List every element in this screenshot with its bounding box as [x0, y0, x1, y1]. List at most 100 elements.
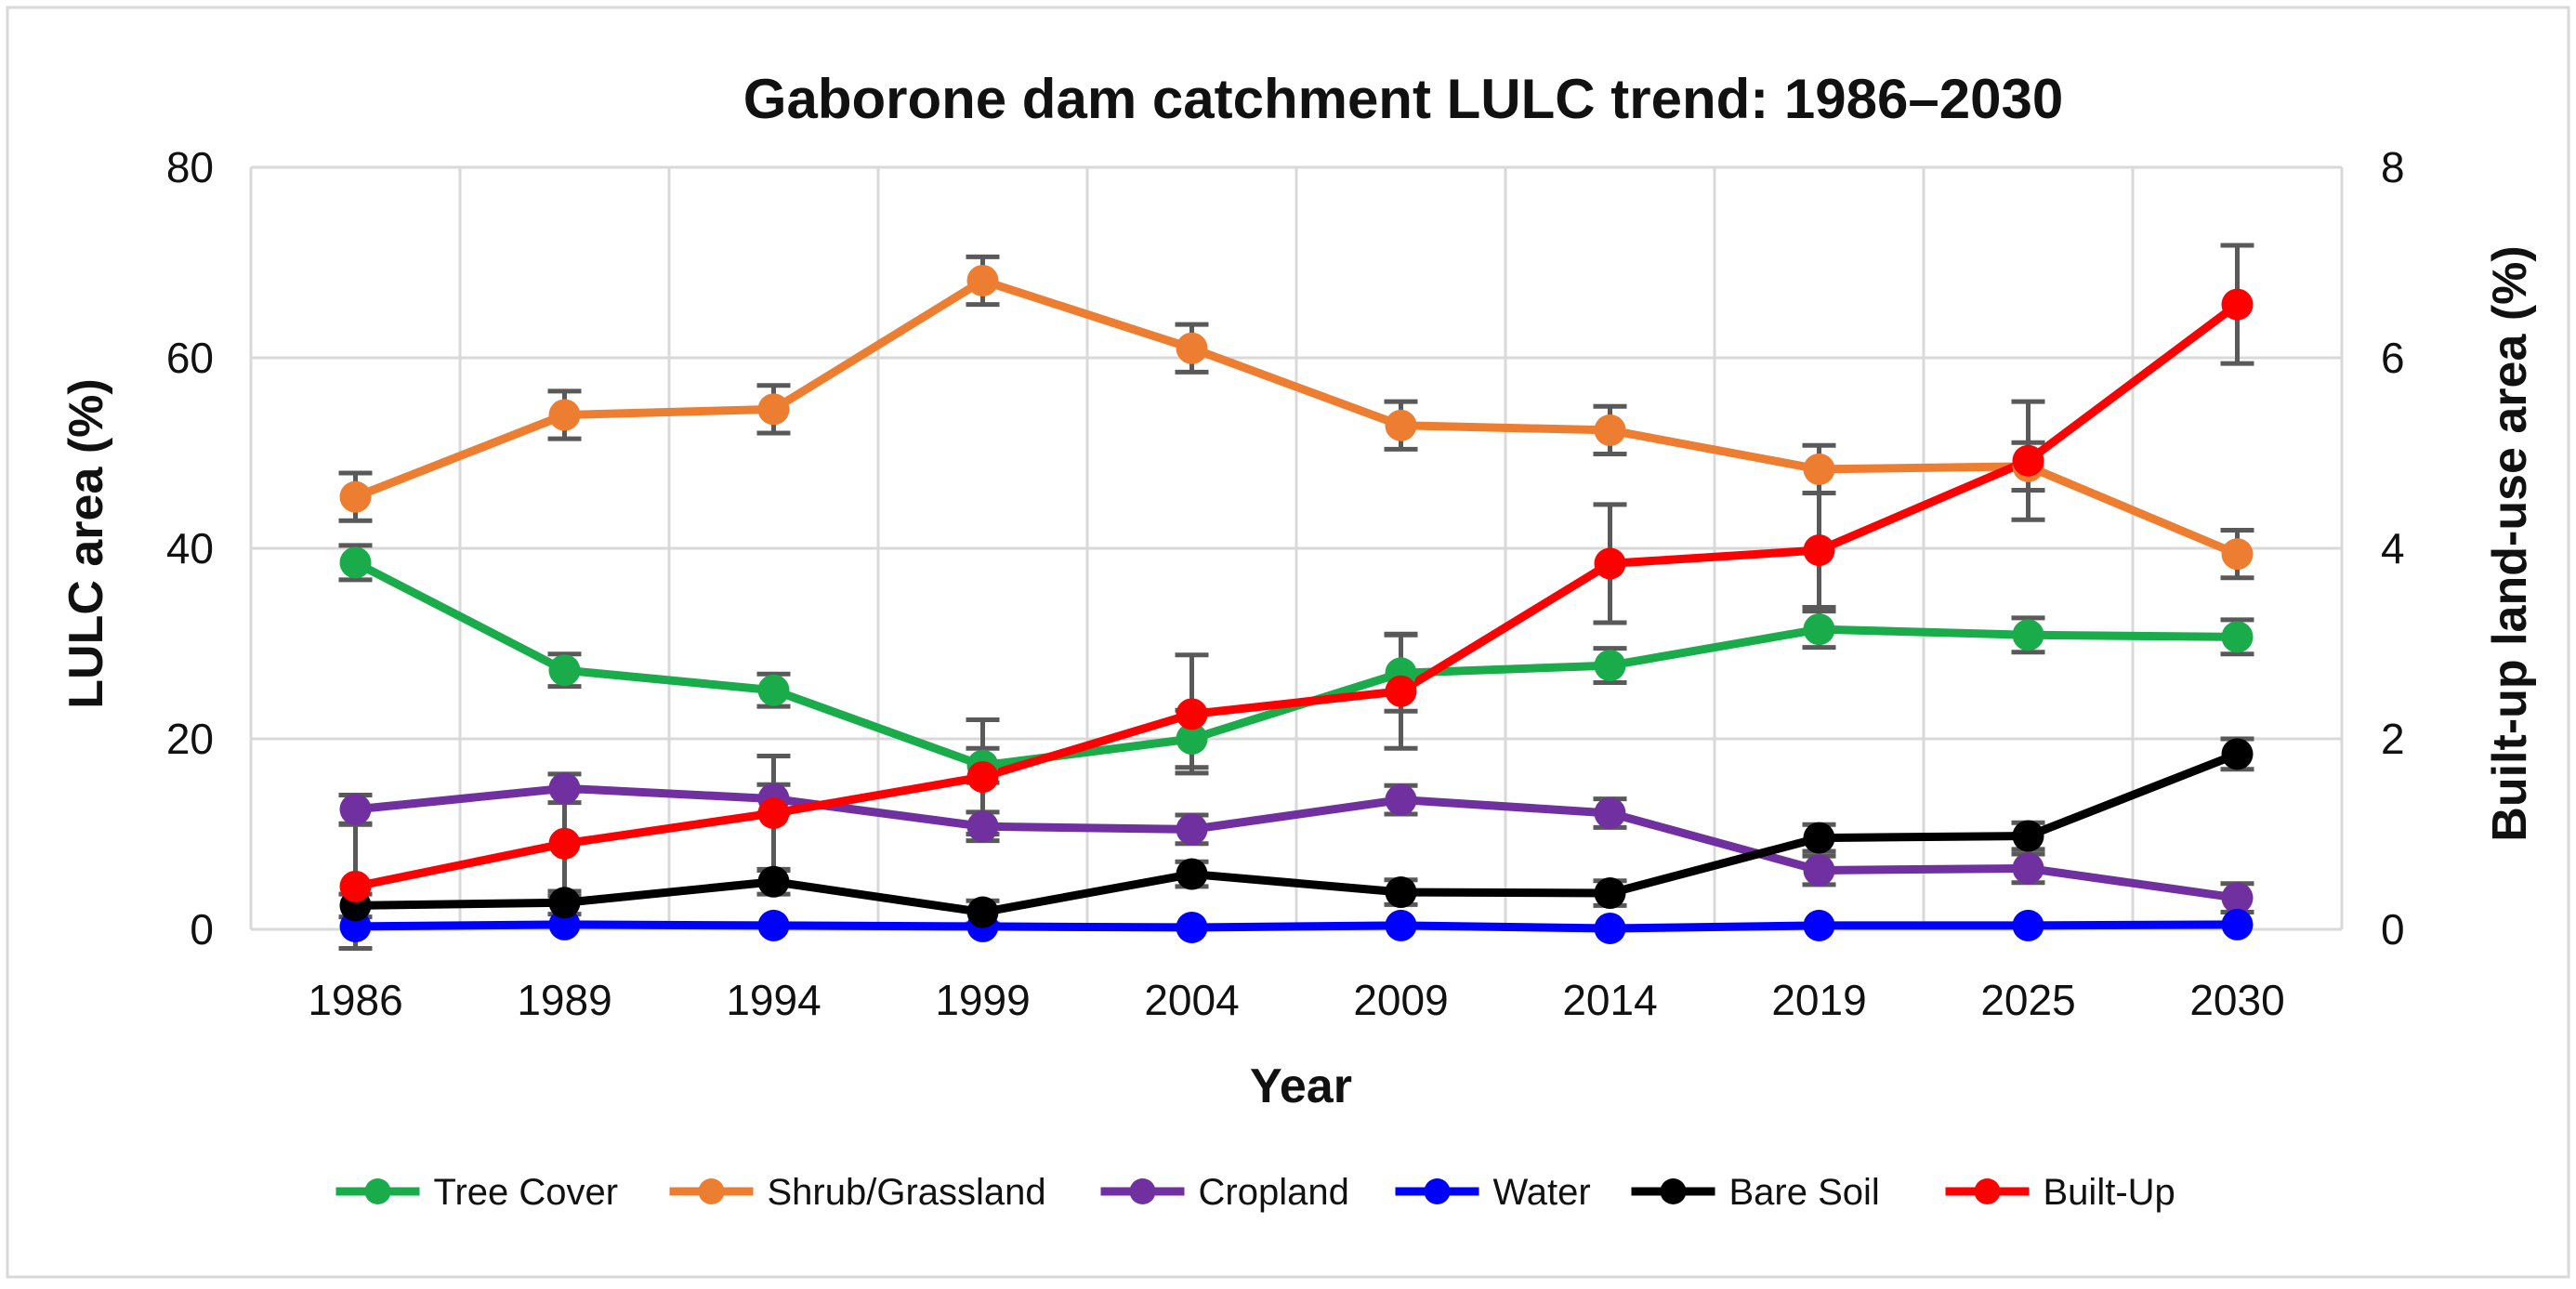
data-point-shrub-grassland [2221, 538, 2254, 571]
data-point-tree-cover [1176, 723, 1208, 755]
data-point-cropland [339, 793, 372, 825]
data-point-tree-cover [2221, 621, 2254, 653]
data-point-cropland [1803, 854, 1835, 887]
legend-swatch-marker-built-up [1974, 1178, 2001, 1204]
series-line-built-up [351, 300, 2241, 891]
legend: Tree Cover Shrub/Grassland Cropland Water Ba… [335, 1172, 2175, 1213]
data-point-water [1803, 909, 1835, 941]
legend-label-built-up: Built-Up [2044, 1172, 2175, 1213]
data-point-cropland [1176, 813, 1208, 846]
legend-swatch-marker-water [1424, 1178, 1451, 1204]
data-point-built-up [1176, 698, 1208, 730]
legend-swatch-marker-bare-soil [1660, 1178, 1687, 1204]
y-tick-label: 60 [166, 334, 214, 382]
data-point-built-up [1385, 675, 1417, 707]
data-point-tree-cover [548, 654, 581, 687]
data-point-shrub-grassland [1803, 453, 1835, 485]
legend-label-cropland: Cropland [1199, 1172, 1349, 1213]
legend-label-tree-cover: Tree Cover [434, 1172, 619, 1213]
data-point-bare-soil [1594, 877, 1626, 910]
x-tick-label: 2004 [1144, 976, 1239, 1024]
series-points [339, 264, 2254, 944]
x-tick-label: 2025 [1980, 976, 2075, 1024]
data-point-bare-soil [1176, 858, 1208, 890]
x-tick-label: 1986 [308, 976, 402, 1024]
legend-swatch-marker-tree-cover [364, 1178, 391, 1204]
x-tick-label: 1999 [935, 976, 1030, 1024]
y-tick-label: 0 [190, 905, 214, 954]
x-tick-label: 2009 [1353, 976, 1448, 1024]
y-axis-title: LULC area (%) [59, 378, 113, 708]
data-point-water [1176, 911, 1208, 943]
x-tick-label: 1989 [517, 976, 611, 1024]
data-point-built-up [2221, 288, 2254, 321]
legend-label-shrub-grassland: Shrub/Grassland [768, 1172, 1046, 1213]
y2-tick-label: 8 [2381, 143, 2405, 191]
data-point-bare-soil [548, 887, 581, 919]
data-point-bare-soil [1385, 876, 1417, 909]
data-point-shrub-grassland [966, 264, 999, 296]
data-point-tree-cover [339, 546, 372, 579]
data-point-built-up [1803, 534, 1835, 567]
data-point-shrub-grassland [339, 480, 372, 513]
y2-tick-label: 2 [2381, 715, 2405, 763]
data-point-shrub-grassland [1594, 414, 1626, 446]
data-point-built-up [966, 761, 999, 793]
x-tick-label: 2030 [2189, 976, 2284, 1024]
data-point-built-up [339, 870, 372, 902]
series-lines [351, 276, 2241, 933]
y2-axis-ticks: 0 2 4 6 8 [2381, 143, 2405, 954]
data-point-water [1594, 912, 1626, 944]
data-point-bare-soil [1803, 822, 1835, 854]
series-line-cropland [351, 783, 2241, 902]
data-point-cropland [1594, 796, 1626, 829]
data-point-built-up [548, 827, 581, 860]
data-point-water [2012, 909, 2044, 941]
chart-border [6, 6, 2570, 1279]
data-point-shrub-grassland [1176, 332, 1208, 364]
legend-label-bare-soil: Bare Soil [1729, 1172, 1880, 1213]
data-point-water [2221, 908, 2254, 940]
data-point-cropland [1385, 783, 1417, 816]
series-line-bare-soil [351, 749, 2241, 917]
data-point-bare-soil [2012, 820, 2044, 852]
data-point-tree-cover [2012, 619, 2044, 651]
data-point-shrub-grassland [548, 399, 581, 431]
data-point-cropland [2221, 882, 2254, 914]
y-tick-label: 80 [166, 143, 214, 191]
y2-axis-title: Built-up land-use area (%) [2483, 245, 2537, 841]
y-axis-ticks: 0 20 40 60 80 [166, 143, 214, 954]
data-point-tree-cover [1594, 650, 1626, 682]
y2-tick-label: 6 [2381, 334, 2405, 382]
y-tick-label: 40 [166, 524, 214, 572]
data-point-built-up [1594, 547, 1626, 580]
data-point-water [548, 908, 581, 940]
x-tick-label: 1994 [726, 976, 821, 1024]
data-point-water [1385, 909, 1417, 941]
data-point-tree-cover [1803, 613, 1835, 646]
data-point-bare-soil [966, 896, 999, 928]
data-point-cropland [548, 772, 581, 805]
x-axis-title: Year [1250, 1059, 1352, 1113]
data-point-shrub-grassland [757, 393, 790, 426]
data-point-water [757, 909, 790, 941]
x-tick-label: 2014 [1562, 976, 1657, 1024]
legend-label-water: Water [1493, 1172, 1591, 1213]
series-line-shrub-grassland [351, 276, 2241, 559]
data-point-bare-soil [757, 865, 790, 898]
data-point-shrub-grassland [1385, 409, 1417, 441]
y2-tick-label: 4 [2381, 524, 2405, 572]
data-point-built-up [757, 796, 790, 829]
y2-tick-label: 0 [2381, 905, 2405, 954]
data-point-built-up [2012, 444, 2044, 477]
data-point-bare-soil [2221, 738, 2254, 770]
series-line-water [351, 920, 2241, 933]
legend-swatch-marker-shrub-grassland [698, 1178, 725, 1204]
data-point-cropland [2012, 852, 2044, 885]
y-tick-label: 20 [166, 715, 214, 763]
data-point-tree-cover [757, 674, 790, 706]
x-tick-label: 2019 [1771, 976, 1866, 1024]
data-point-cropland [966, 810, 999, 843]
